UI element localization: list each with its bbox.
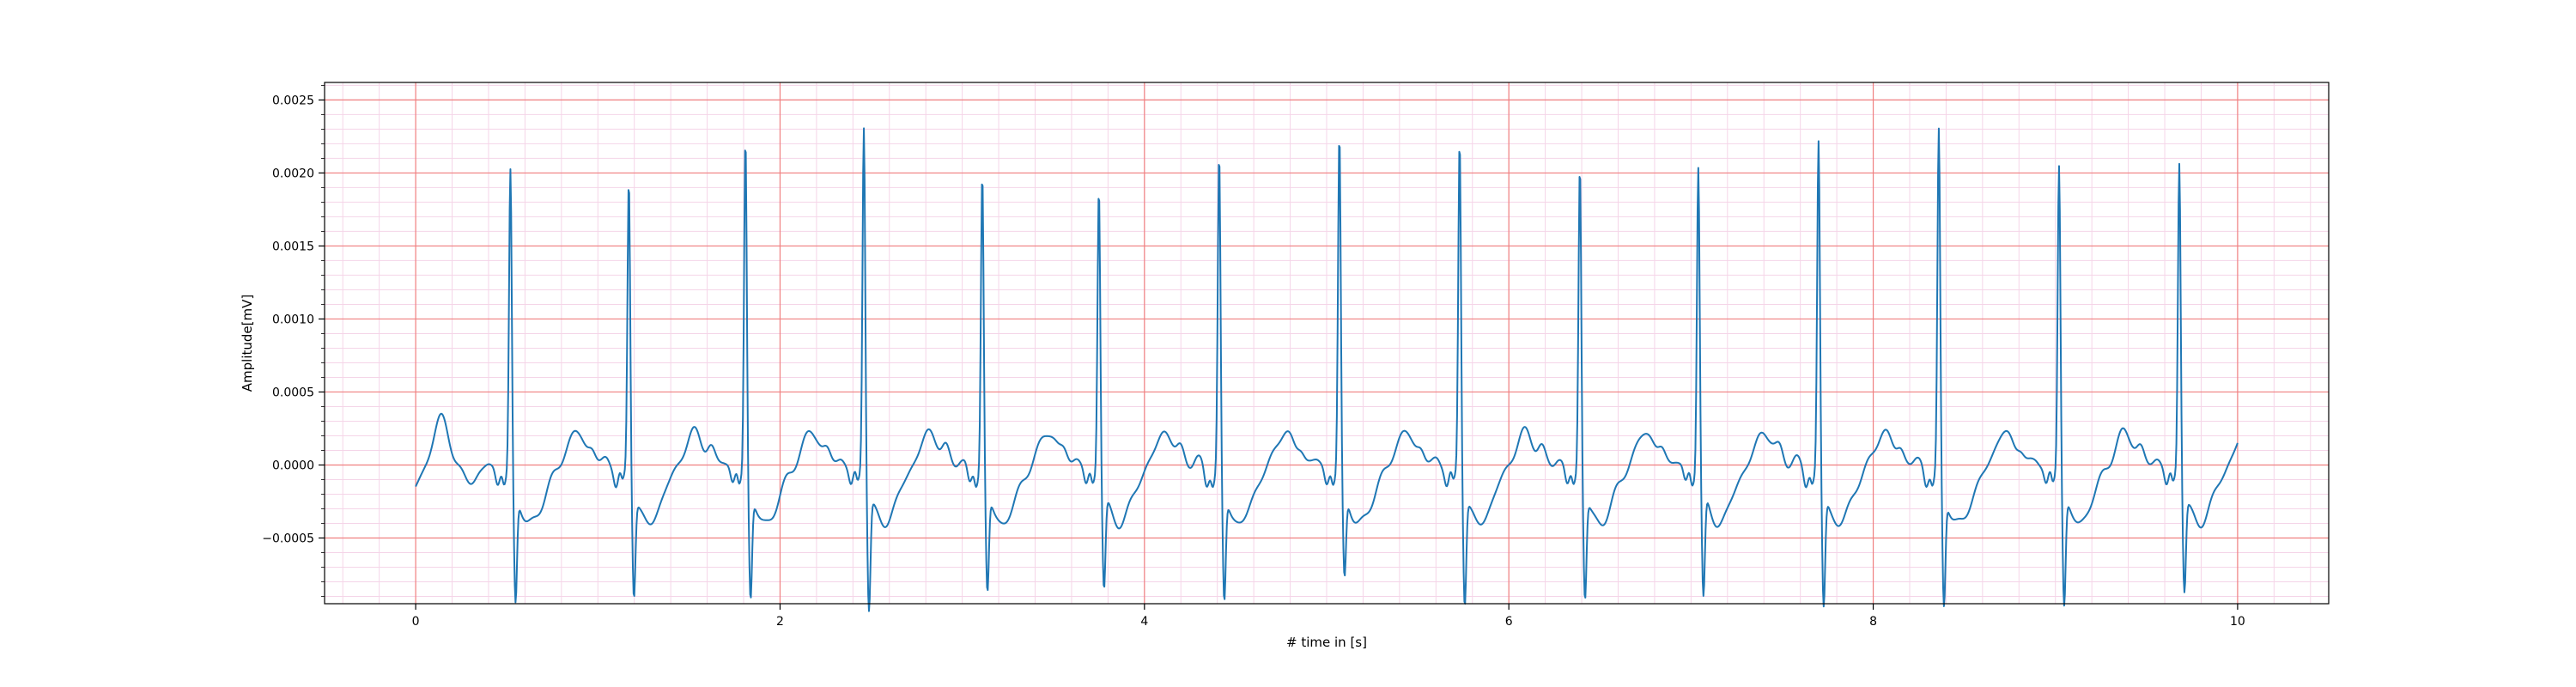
y-tick-label: 0.0025 — [272, 94, 314, 107]
major-grid — [325, 82, 2329, 604]
x-tick-label: 2 — [776, 615, 784, 629]
y-tick-label: −0.0005 — [262, 532, 314, 545]
y-tick-label: 0.0015 — [272, 240, 314, 253]
plot-frame — [324, 82, 2330, 605]
y-tick-label: 0.0020 — [272, 167, 314, 180]
minor-grid — [325, 82, 2329, 604]
y-tick-label: 0.0005 — [272, 386, 314, 399]
x-axis-label: # time in [s] — [1286, 635, 1367, 650]
plot-line-layer — [415, 127, 2239, 612]
x-tick-label: 8 — [1869, 615, 1877, 629]
x-axis-ticks: 0 2 4 6 8 10 — [412, 604, 2245, 629]
y-axis-ticks: −0.0005 0.0000 0.0005 0.0010 0.0015 0.0020 0.0… — [262, 85, 325, 597]
x-tick-label: 10 — [2230, 615, 2245, 629]
x-tick-label: 0 — [412, 615, 420, 629]
ecg-series-line — [415, 127, 2239, 612]
x-tick-label: 4 — [1140, 615, 1148, 629]
y-tick-label: 0.0000 — [272, 459, 314, 472]
x-tick-label: 6 — [1505, 615, 1513, 629]
y-axis-label: Amplitude[mV] — [240, 295, 255, 392]
y-tick-label: 0.0010 — [272, 313, 314, 326]
